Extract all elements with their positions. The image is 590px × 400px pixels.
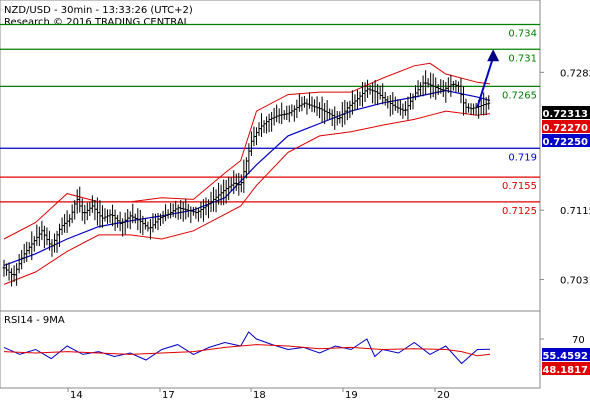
y-tick-label-2: 0.7031 — [560, 275, 590, 286]
price-axis: 0.7282 0.7115 0.7031 — [540, 68, 590, 286]
rsi-tag-0 — [542, 348, 590, 361]
price-bars — [2, 70, 491, 287]
chart-title: NZD/USD - 30min - 13:33:26 (UTC+2) — [4, 5, 193, 16]
rsi-line — [3, 331, 491, 365]
price-panel-frame — [0, 0, 541, 312]
rsi-title: RSI14 - 9MA — [4, 315, 65, 326]
projection-arrowhead — [487, 49, 500, 62]
bollinger-lower-line — [3, 110, 491, 285]
level-label-0: 0.734 — [508, 29, 537, 40]
rsi-axis: 70 — [540, 335, 585, 346]
rsi-tags: 55.4592 48.1817 — [542, 348, 590, 376]
projection-line — [476, 56, 495, 108]
price-tag-label-0: 0.72313 — [542, 109, 588, 120]
rsi-panel: RSI14 - 9MA 70 55.4592 48.1817 — [0, 310, 590, 389]
support-resistance-levels: 0.734 0.731 0.7265 0.719 0.7155 0.7125 — [0, 23, 540, 217]
x-tick-label-2: 18 — [253, 390, 266, 400]
bollinger-upper-line — [3, 62, 491, 240]
price-tag-1 — [542, 120, 590, 133]
level-label-3: 0.719 — [508, 152, 537, 163]
x-tick-label-0: 14 — [70, 390, 83, 400]
rsi-ma-line — [3, 344, 491, 357]
rsi-tick-label-0: 70 — [572, 335, 585, 346]
rsi-tag-label-0: 55.4592 — [542, 351, 588, 362]
level-label-1: 0.731 — [508, 53, 537, 64]
rsi-tag-label-1: 48.1817 — [542, 365, 588, 376]
level-label-2: 0.7265 — [502, 90, 537, 101]
price-panel: NZD/USD - 30min - 13:33:26 (UTC+2) Resea… — [0, 0, 541, 312]
y-tick-label-1: 0.7115 — [560, 206, 590, 217]
price-tags: 0.72313 0.72270 0.72250 — [542, 106, 590, 148]
rsi-lines — [3, 331, 491, 365]
moving-average-line — [3, 89, 491, 266]
x-tick-label-1: 17 — [162, 390, 175, 400]
bollinger-bands — [3, 62, 491, 285]
x-tick-label-3: 19 — [345, 390, 358, 400]
x-tick-label-4: 20 — [437, 390, 450, 400]
rsi-panel-frame — [0, 310, 541, 389]
y-tick-label-0: 0.7282 — [560, 68, 590, 79]
level-label-4: 0.7155 — [502, 181, 537, 192]
price-tag-2 — [542, 134, 590, 147]
projection-arrow — [476, 49, 500, 108]
moving-average — [3, 89, 491, 266]
price-tag-label-2: 0.72250 — [542, 137, 588, 148]
chart-subtitle: Research © 2016 TRADING CENTRAL — [4, 17, 190, 28]
price-tag-0 — [542, 106, 590, 119]
rsi-tag-1 — [542, 362, 590, 375]
price-tag-label-1: 0.72270 — [542, 123, 588, 134]
level-label-5: 0.7125 — [502, 206, 537, 217]
time-axis: 14 17 18 19 20 — [67, 388, 450, 400]
